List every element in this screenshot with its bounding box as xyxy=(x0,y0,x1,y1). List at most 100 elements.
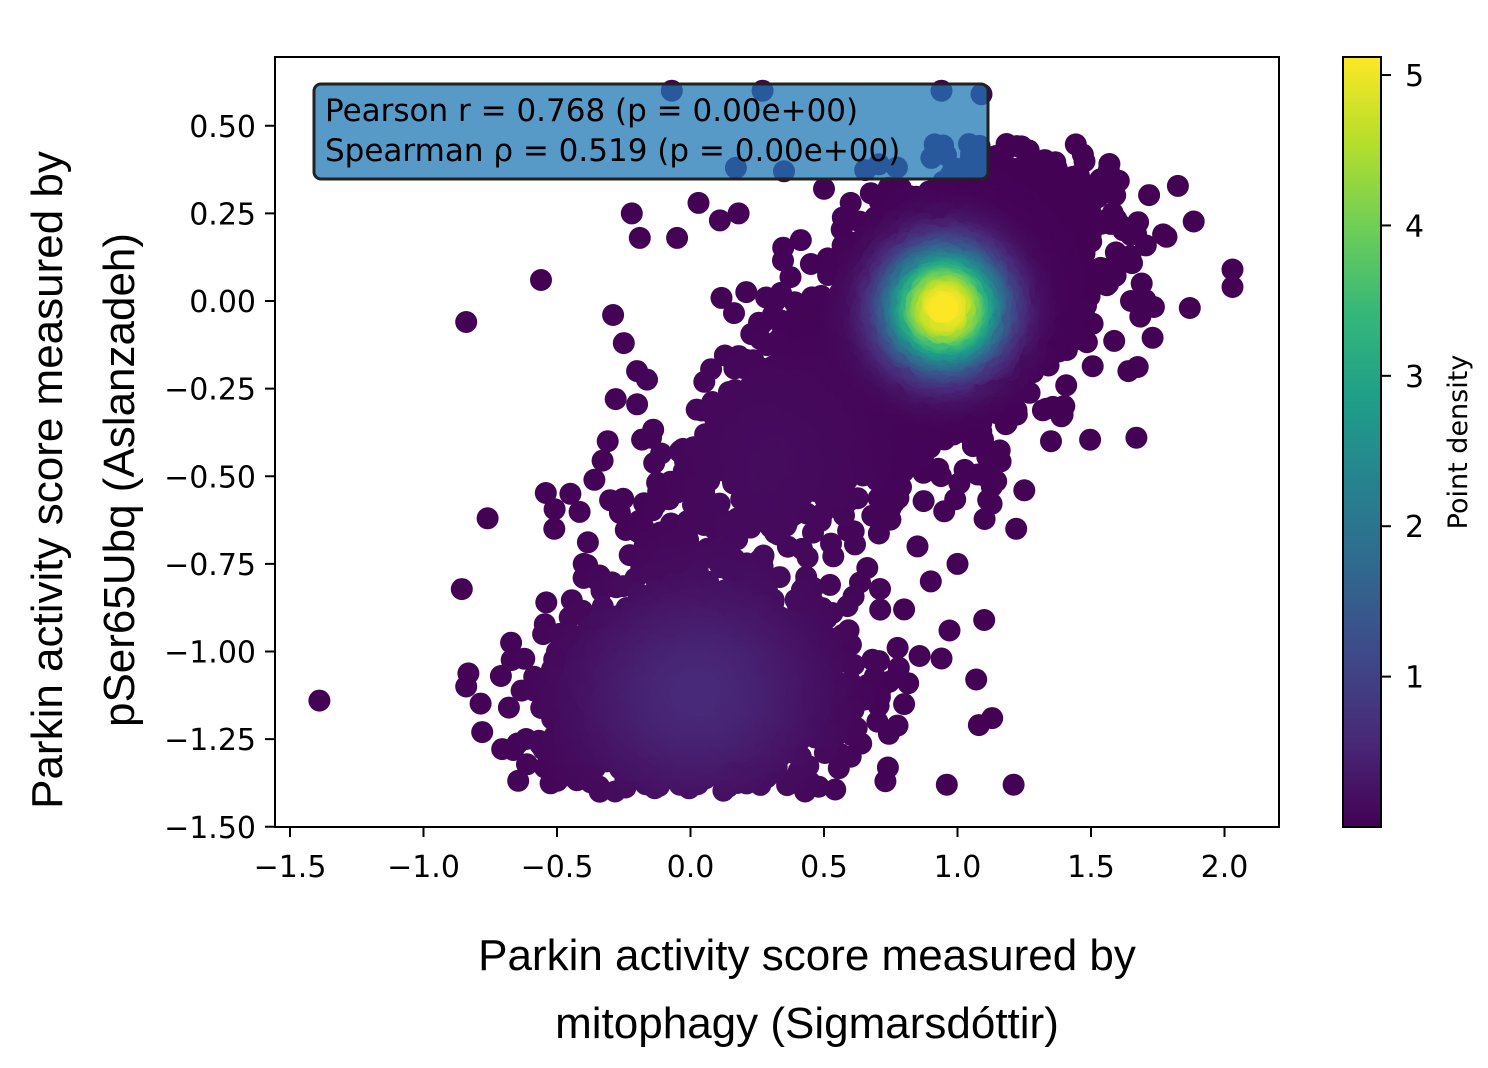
data-point xyxy=(799,253,822,275)
data-point xyxy=(1221,258,1244,281)
data-point xyxy=(559,482,582,505)
data-point xyxy=(1130,272,1153,295)
data-point xyxy=(620,202,643,225)
data-point xyxy=(500,631,523,654)
x-tick-label: −0.5 xyxy=(521,850,594,885)
data-point xyxy=(1013,479,1036,502)
data-point xyxy=(628,226,651,249)
data-point xyxy=(650,442,673,465)
data-point xyxy=(612,332,635,355)
data-point xyxy=(893,693,916,716)
data-point xyxy=(1120,290,1142,312)
data-point xyxy=(813,177,835,200)
data-point xyxy=(626,393,649,416)
data-point xyxy=(497,696,520,719)
data-point xyxy=(820,532,842,555)
data-point xyxy=(869,578,891,600)
data-point xyxy=(1166,174,1189,197)
data-point xyxy=(973,508,996,530)
data-point xyxy=(1005,399,1028,422)
data-point xyxy=(727,202,750,225)
data-point xyxy=(824,778,847,801)
data-point xyxy=(471,721,494,744)
data-point xyxy=(1031,399,1054,422)
x-tick-label: 0.0 xyxy=(667,850,715,885)
x-tick-label: 2.0 xyxy=(1201,850,1249,885)
data-point xyxy=(946,552,969,575)
data-point xyxy=(642,418,665,441)
data-point xyxy=(532,623,555,646)
y-tick-label: −0.50 xyxy=(164,460,256,495)
colorbar-tick-label: 3 xyxy=(1405,360,1424,395)
y-tick-label: −1.00 xyxy=(164,636,256,671)
data-point xyxy=(450,578,473,601)
data-point xyxy=(708,209,731,232)
data-point xyxy=(1079,428,1102,451)
x-axis-label-line1: Parkin activity score measured by xyxy=(478,931,1136,980)
data-point xyxy=(933,500,956,523)
data-point xyxy=(1040,430,1062,453)
colorbar-gradient xyxy=(1342,56,1382,828)
data-point xyxy=(867,522,890,545)
data-point xyxy=(457,662,480,685)
data-point xyxy=(685,681,708,704)
data-point xyxy=(867,487,890,510)
data-point xyxy=(710,286,733,309)
x-tick-label: 0.5 xyxy=(800,850,848,885)
data-point xyxy=(973,609,996,631)
y-axis-label-line2: pSer65Ubq (Aslanzadeh) xyxy=(95,233,144,727)
data-point xyxy=(571,599,594,622)
data-point xyxy=(886,636,909,659)
y-tick-label: −0.75 xyxy=(164,548,256,583)
data-point xyxy=(1221,276,1244,298)
x-axis: −1.5 −1.0 −0.5 0.0 0.5 1.0 1.5 2.0 xyxy=(254,827,1249,885)
data-point xyxy=(779,266,802,289)
data-point xyxy=(666,226,689,249)
data-point xyxy=(869,598,892,621)
data-point xyxy=(693,370,716,393)
data-point xyxy=(1178,297,1201,319)
data-point xyxy=(819,573,841,596)
data-point xyxy=(1117,360,1140,383)
data-point xyxy=(772,249,794,272)
y-axis: 0.500.250.00−0.25−0.50−0.75−1.00−1.25−1.… xyxy=(164,110,275,846)
y-tick-label: −0.25 xyxy=(164,373,256,408)
annotation-pearson: Pearson r = 0.768 (p = 0.00e+00) xyxy=(325,93,858,129)
data-point xyxy=(507,769,530,792)
y-tick-label: −1.25 xyxy=(164,723,256,758)
x-tick-label: 1.5 xyxy=(1067,850,1115,885)
data-point xyxy=(535,591,558,614)
data-point xyxy=(919,570,942,593)
data-point xyxy=(735,281,758,304)
y-tick-label: 0.00 xyxy=(189,285,256,320)
data-point xyxy=(1055,374,1078,397)
data-point xyxy=(543,517,566,540)
data-point xyxy=(935,296,958,319)
x-axis-label-line2: mitophagy (Sigmarsdóttir) xyxy=(555,999,1059,1048)
data-point xyxy=(861,504,884,527)
data-point xyxy=(876,756,899,779)
data-point xyxy=(455,311,478,333)
data-point xyxy=(723,302,745,325)
y-tick-label: −1.50 xyxy=(164,811,256,846)
colorbar-tick-label: 2 xyxy=(1405,510,1424,545)
y-tick-label: 0.25 xyxy=(189,197,256,232)
x-tick-label: 1.0 xyxy=(934,850,982,885)
data-point xyxy=(789,229,812,252)
data-point xyxy=(608,501,631,524)
data-point xyxy=(893,598,916,621)
data-point xyxy=(1005,517,1028,540)
colorbar-tick-label: 4 xyxy=(1405,209,1424,244)
data-point xyxy=(516,753,538,776)
data-point xyxy=(576,531,599,554)
data-point xyxy=(513,647,536,670)
annotation-box: Pearson r = 0.768 (p = 0.00e+00) Spearma… xyxy=(312,82,990,181)
data-point xyxy=(602,304,625,326)
data-point xyxy=(1138,184,1161,207)
data-point xyxy=(977,489,1000,511)
data-point xyxy=(636,368,658,391)
x-tick-label: −1.0 xyxy=(387,850,460,885)
data-point xyxy=(967,714,990,737)
x-tick-label: −1.5 xyxy=(254,850,327,885)
